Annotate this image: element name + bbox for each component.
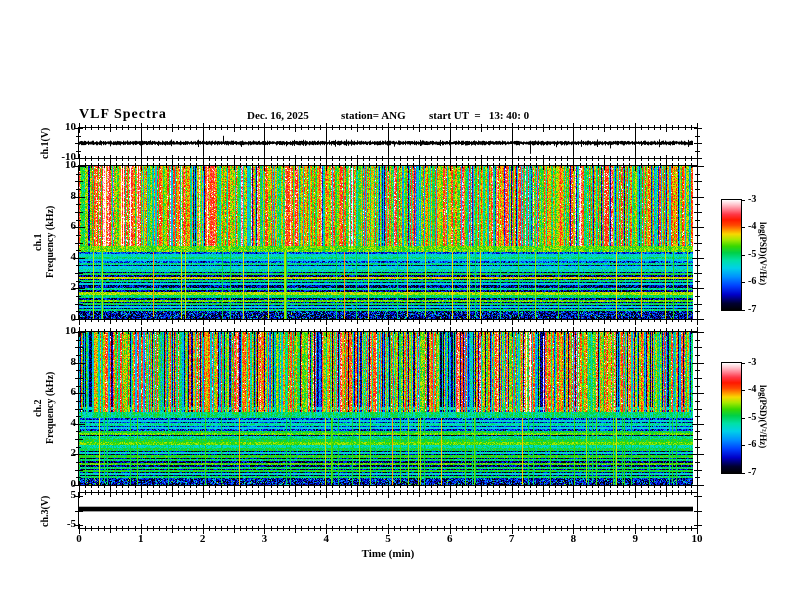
axes-frames-and-traces	[0, 0, 792, 612]
vlf-spectra-page: VLF Spectra Dec. 16, 2025 station= ANG s…	[0, 0, 792, 612]
